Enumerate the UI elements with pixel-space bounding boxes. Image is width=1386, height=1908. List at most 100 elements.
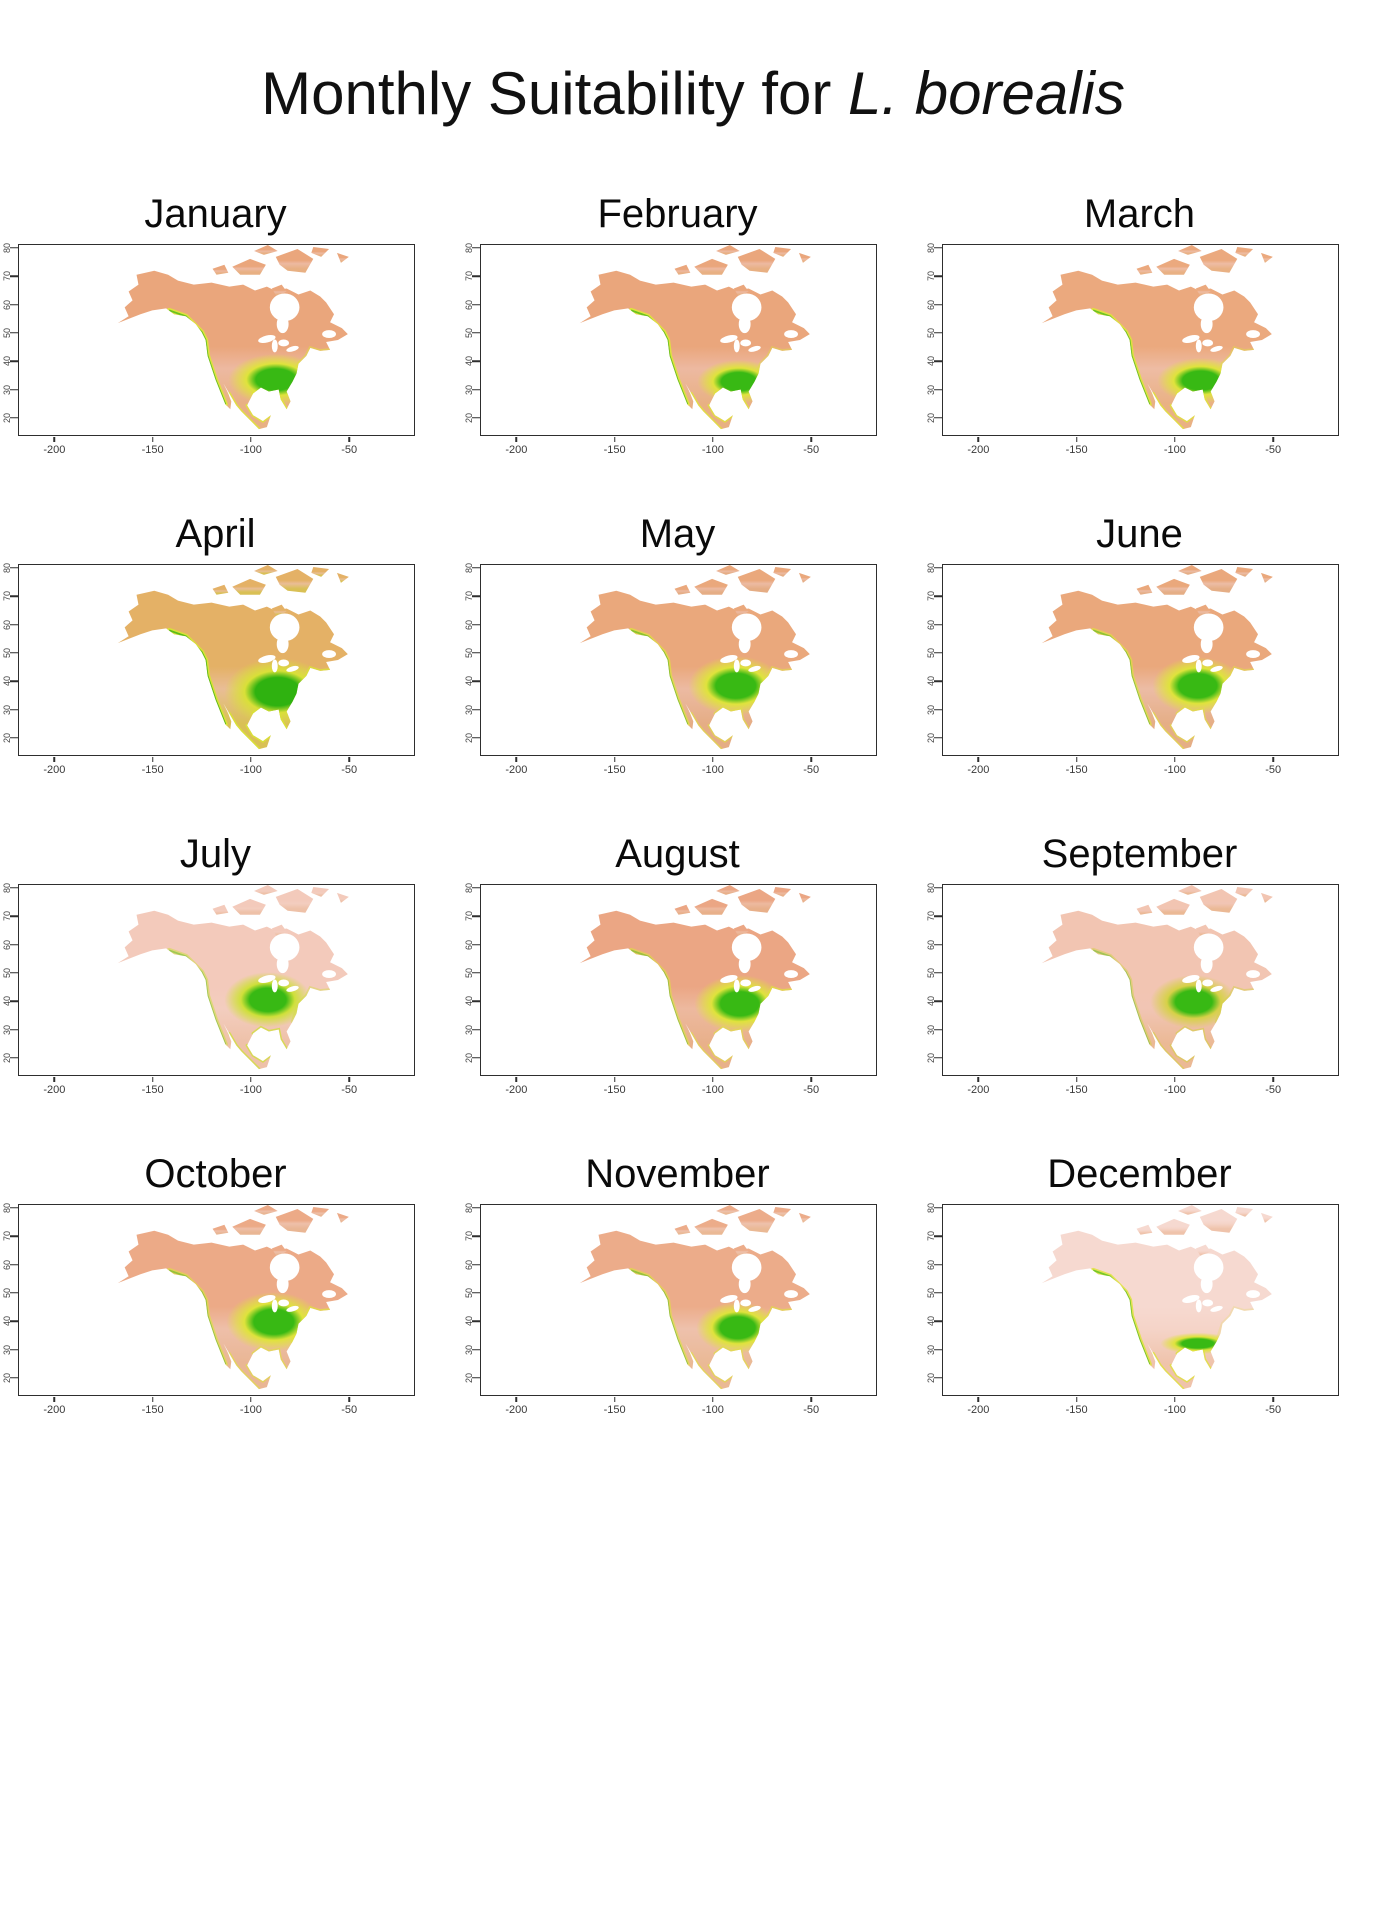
x-tick-label: -50 bbox=[1265, 764, 1282, 776]
y-tick-mark bbox=[471, 388, 480, 391]
y-tick-mark bbox=[933, 1263, 942, 1266]
x-tick-mark bbox=[977, 1396, 980, 1402]
y-tick-mark bbox=[471, 623, 480, 626]
x-tick-mark bbox=[810, 756, 812, 762]
y-tick-label: 70 bbox=[2, 271, 12, 282]
north-america-suitability-map bbox=[1041, 565, 1273, 750]
north-america-suitability-map bbox=[579, 1205, 811, 1390]
x-tick-label: -150 bbox=[141, 444, 164, 456]
y-tick-mark bbox=[471, 1292, 480, 1294]
x-tick-label: -50 bbox=[803, 1404, 820, 1416]
y-tick-mark bbox=[9, 1348, 18, 1351]
y-tick-mark bbox=[471, 1207, 480, 1209]
x-tick-mark bbox=[1174, 436, 1176, 442]
month-title-january: January bbox=[144, 192, 287, 236]
y-tick-label: 30 bbox=[926, 1344, 936, 1355]
y-tick-mark bbox=[9, 1377, 18, 1379]
x-tick-label: -200 bbox=[505, 444, 528, 456]
y-tick-mark bbox=[471, 1263, 480, 1266]
y-tick-label: 50 bbox=[2, 647, 12, 658]
map-plot-august: -200 -150 -100 -50 80 70 60 50 40 30 20 bbox=[464, 883, 877, 1096]
page-title: Monthly Suitability for L. borealis bbox=[0, 60, 1386, 128]
y-tick-mark bbox=[933, 1028, 942, 1031]
y-tick-mark bbox=[9, 388, 18, 391]
y-tick-mark bbox=[933, 708, 942, 711]
x-tick-mark bbox=[977, 436, 980, 442]
y-tick-mark bbox=[933, 1377, 942, 1379]
map-plot-september: -200 -150 -100 -50 80 70 60 50 40 30 20 bbox=[926, 883, 1339, 1096]
x-tick-label: -150 bbox=[141, 1404, 164, 1416]
y-tick-label: 50 bbox=[464, 967, 474, 978]
y-tick-label: 60 bbox=[464, 939, 474, 950]
figure-page: { "page": { "title_prefix": "Monthly Sui… bbox=[0, 60, 1386, 1908]
x-tick-mark bbox=[977, 1076, 980, 1082]
species-name-italic: L. borealis bbox=[848, 60, 1125, 127]
y-tick-label: 80 bbox=[2, 1202, 12, 1213]
y-tick-label: 50 bbox=[926, 967, 936, 978]
y-tick-mark bbox=[471, 1377, 480, 1379]
y-tick-label: 50 bbox=[464, 1287, 474, 1298]
x-tick-mark bbox=[250, 436, 252, 442]
x-tick-label: -50 bbox=[803, 764, 820, 776]
x-tick-mark bbox=[1075, 756, 1078, 762]
y-tick-mark bbox=[933, 275, 942, 277]
y-tick-mark bbox=[471, 972, 480, 974]
y-tick-label: 50 bbox=[926, 647, 936, 658]
panel-january: January -200 -150 -100 -50 80 70 60 50 40 30 20 bbox=[0, 158, 462, 478]
y-tick-label: 60 bbox=[926, 619, 936, 630]
map-plot-march: -200 -150 -100 -50 80 70 60 50 40 30 20 bbox=[926, 243, 1339, 456]
x-tick-mark bbox=[1075, 1396, 1078, 1402]
y-tick-mark bbox=[933, 972, 942, 974]
x-tick-label: -150 bbox=[1065, 1404, 1088, 1416]
x-tick-label: -100 bbox=[1163, 444, 1186, 456]
x-tick-label: -50 bbox=[341, 1404, 358, 1416]
y-tick-mark bbox=[933, 1348, 942, 1351]
y-tick-mark bbox=[9, 1263, 18, 1266]
month-title-april: April bbox=[175, 512, 256, 556]
y-tick-mark bbox=[471, 1235, 480, 1237]
map-plot-december: -200 -150 -100 -50 80 70 60 50 40 30 20 bbox=[926, 1203, 1339, 1416]
panel-may: May -200 -150 -100 -50 80 70 60 50 40 30 20 bbox=[462, 478, 924, 798]
y-tick-label: 40 bbox=[2, 996, 12, 1007]
y-tick-label: 20 bbox=[2, 412, 12, 423]
y-tick-mark bbox=[933, 595, 942, 597]
y-tick-label: 30 bbox=[926, 704, 936, 715]
x-tick-label: -100 bbox=[701, 1404, 724, 1416]
x-tick-mark bbox=[250, 756, 252, 762]
y-tick-mark bbox=[933, 737, 942, 739]
y-tick-label: 20 bbox=[926, 732, 936, 743]
y-tick-mark bbox=[933, 887, 942, 889]
panel-april: April -200 -150 -100 -50 80 70 60 50 40 30 20 bbox=[0, 478, 462, 798]
y-tick-mark bbox=[471, 652, 480, 654]
y-tick-label: 60 bbox=[926, 299, 936, 310]
y-tick-label: 70 bbox=[926, 1231, 936, 1242]
panel-february: February -200 -150 -100 -50 80 70 60 50 40 30 20 bbox=[462, 158, 924, 478]
y-tick-mark bbox=[471, 1348, 480, 1351]
y-tick-mark bbox=[933, 1000, 942, 1002]
y-tick-label: 60 bbox=[2, 619, 12, 630]
y-tick-label: 40 bbox=[464, 996, 474, 1007]
y-tick-mark bbox=[9, 360, 18, 362]
panel-july: July -200 -150 -100 -50 80 70 60 50 40 30 20 bbox=[0, 798, 462, 1118]
x-tick-label: -200 bbox=[43, 1084, 66, 1096]
y-tick-label: 60 bbox=[464, 1259, 474, 1270]
x-tick-mark bbox=[712, 1396, 714, 1402]
x-tick-label: -50 bbox=[1265, 1404, 1282, 1416]
y-tick-label: 40 bbox=[464, 1316, 474, 1327]
y-tick-mark bbox=[9, 332, 18, 334]
y-tick-label: 20 bbox=[464, 412, 474, 423]
y-tick-mark bbox=[9, 972, 18, 974]
y-tick-label: 20 bbox=[926, 1372, 936, 1383]
y-tick-label: 80 bbox=[464, 242, 474, 253]
y-tick-label: 20 bbox=[926, 1052, 936, 1063]
map-plot-june: -200 -150 -100 -50 80 70 60 50 40 30 20 bbox=[926, 563, 1339, 776]
y-tick-label: 20 bbox=[464, 732, 474, 743]
north-america-suitability-map bbox=[117, 1205, 349, 1390]
x-tick-label: -150 bbox=[603, 764, 626, 776]
y-tick-mark bbox=[933, 303, 942, 306]
x-tick-label: -150 bbox=[603, 1084, 626, 1096]
x-tick-label: -200 bbox=[505, 1084, 528, 1096]
panel-march: March -200 -150 -100 -50 80 70 60 50 40 30 20 bbox=[924, 158, 1386, 478]
x-tick-mark bbox=[1272, 1396, 1274, 1402]
y-tick-label: 70 bbox=[2, 591, 12, 602]
